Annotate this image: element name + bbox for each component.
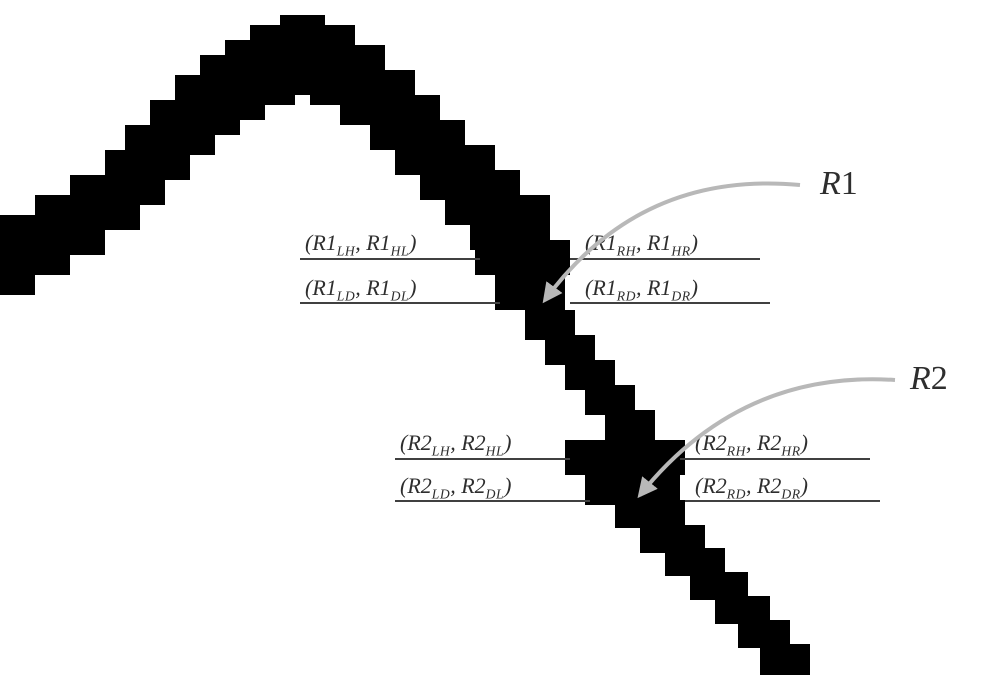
- coord-label: (R1RH, R1HR): [585, 230, 698, 259]
- coord-label: (R1LH, R1HL): [305, 230, 416, 259]
- coord-label: (R2LD, R2DL): [400, 473, 511, 502]
- coord-label: (R2LH, R2HL): [400, 430, 511, 459]
- pixel-block: [35, 195, 70, 275]
- coord-label: (R2RD, R2DR): [695, 473, 808, 502]
- pixel-block: [495, 275, 565, 310]
- pixel-block: [565, 440, 685, 475]
- region-title: R1: [820, 165, 858, 203]
- diagram-stage: (R1LH, R1HL) (R1RH, R1HR) (R1LD, R1DL) (R1R…: [0, 0, 1000, 675]
- pixel-block: [475, 240, 570, 275]
- pixel-block: [615, 500, 685, 528]
- pixel-block: [605, 410, 655, 440]
- coord-label: (R1RD, R1DR): [585, 275, 698, 304]
- coord-label: (R2RH, R2HR): [695, 430, 808, 459]
- coord-label: (R1LD, R1DL): [305, 275, 416, 304]
- pixel-block: [760, 644, 810, 675]
- pixel-block: [70, 175, 105, 255]
- pixel-block: [0, 215, 35, 295]
- region-title: R2: [910, 360, 948, 398]
